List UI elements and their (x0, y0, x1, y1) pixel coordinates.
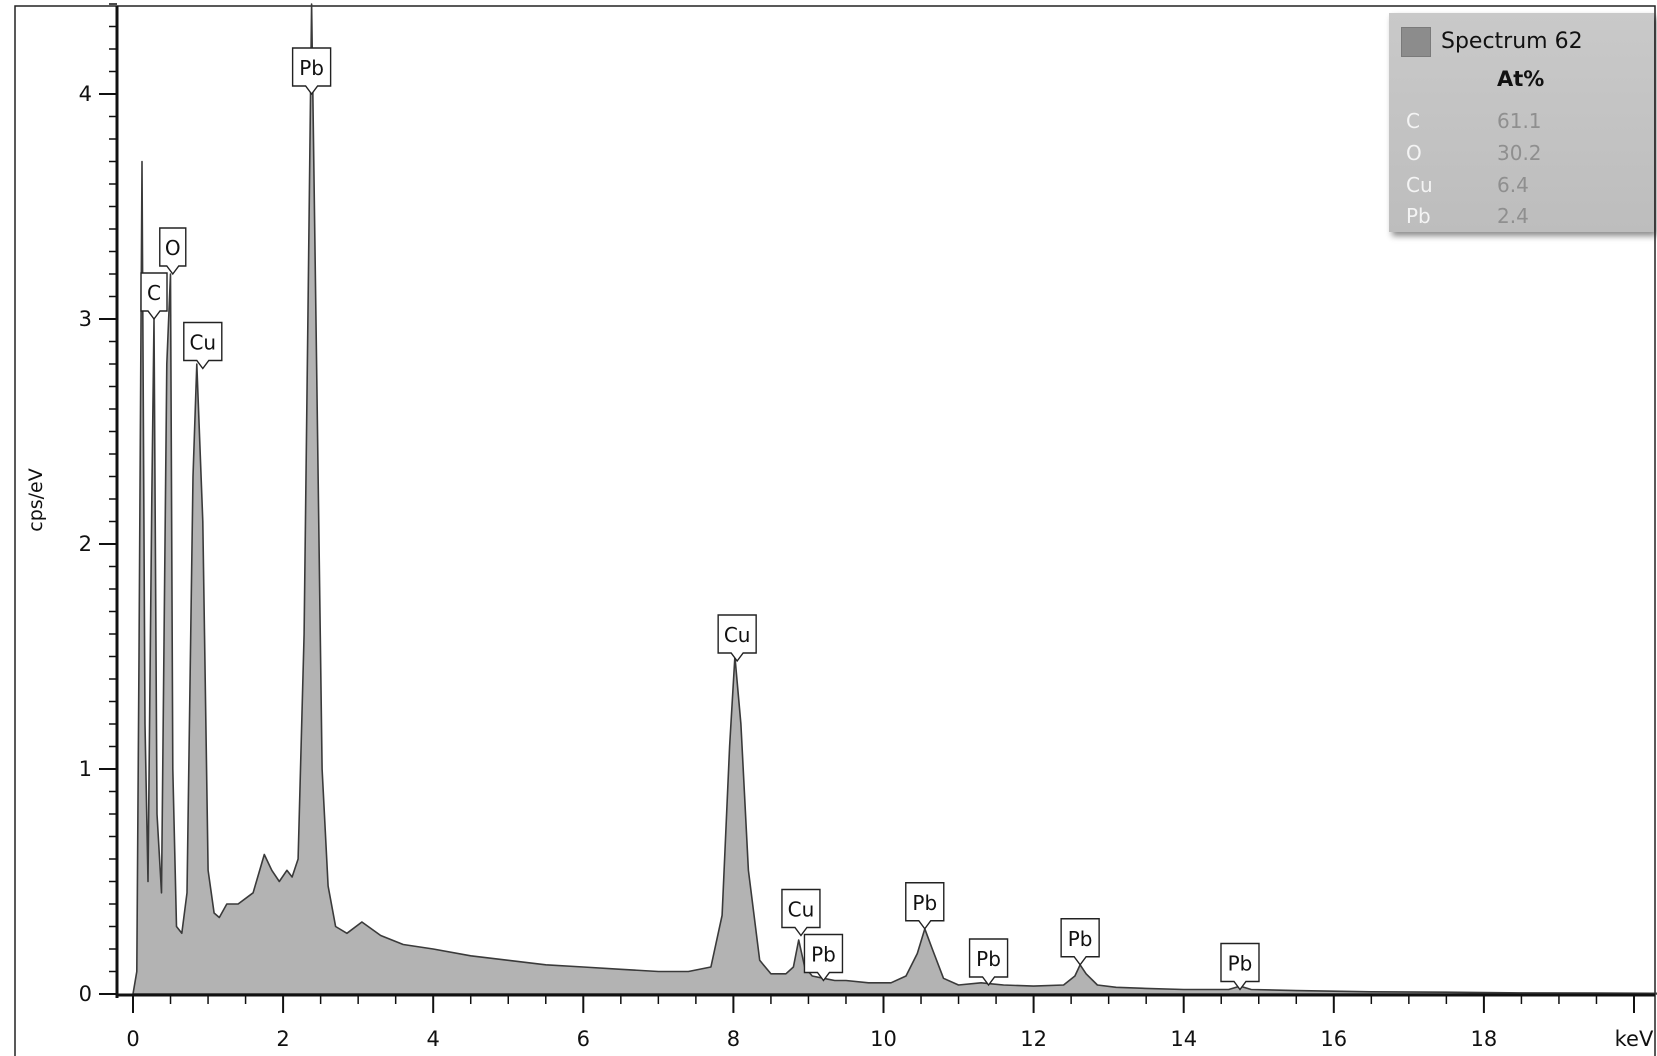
legend-row: Cu 6.4 (1389, 173, 1654, 203)
y-axis-title: cps/eV (25, 468, 47, 532)
peak-label-cu: Cu (183, 321, 223, 370)
legend-row: O 30.2 (1389, 141, 1654, 171)
legend-element: C (1406, 109, 1420, 133)
peak-label-cu: Cu (781, 888, 821, 937)
x-tick-label: 0 (126, 1027, 139, 1051)
peak-label-pb: Pb (803, 933, 844, 982)
x-tick-label: 10 (870, 1027, 897, 1051)
x-tick-label: 6 (577, 1027, 590, 1051)
peak-label-pb: Pb (905, 882, 945, 930)
peak-label-text: Pb (1068, 927, 1093, 951)
x-tick-label: 4 (427, 1027, 440, 1051)
legend-swatch (1401, 27, 1431, 57)
legend-element: Pb (1406, 204, 1431, 228)
peak-label-text: Cu (788, 898, 815, 922)
peak-label-text: Pb (1228, 952, 1253, 976)
x-tick-label: 8 (727, 1027, 740, 1051)
x-tick-label: 2 (276, 1027, 289, 1051)
peak-label-text: Pb (811, 943, 836, 967)
legend-value: 61.1 (1497, 109, 1542, 133)
legend-row: C 61.1 (1389, 109, 1654, 139)
legend-value: 2.4 (1497, 204, 1529, 228)
y-tick-label: 2 (79, 532, 92, 556)
x-tick-label: 18 (1471, 1027, 1498, 1051)
x-tick-label: 16 (1320, 1027, 1347, 1051)
peak-label-text: Pb (976, 947, 1001, 971)
peak-label-text: Pb (299, 56, 324, 80)
peak-label-text: Pb (912, 891, 937, 915)
y-tick-label: 3 (79, 307, 92, 331)
x-tick-label: 12 (1020, 1027, 1047, 1051)
x-tick-label: 14 (1170, 1027, 1197, 1051)
legend-value: 6.4 (1497, 173, 1529, 197)
peak-label-pb: Pb (1220, 942, 1260, 991)
legend-panel[interactable]: Spectrum 62 At% C 61.1 O 30.2 Cu 6.4 Pb … (1389, 13, 1654, 232)
peak-label-pb: Pb (968, 938, 1009, 987)
y-tick-label: 1 (79, 757, 92, 781)
peak-label-pb: Pb (291, 47, 332, 96)
y-tick-label: 0 (79, 982, 92, 1006)
peak-label-text: C (147, 281, 161, 305)
legend-title: Spectrum 62 (1441, 29, 1583, 54)
peak-label-text: O (165, 236, 181, 260)
peak-label-text: Cu (189, 331, 216, 355)
peak-label-o: O (159, 227, 187, 276)
peak-label-pb: Pb (1060, 918, 1100, 966)
legend-row: Pb 2.4 (1389, 204, 1654, 234)
legend-element: O (1406, 141, 1422, 165)
plot-frame (14, 5, 1656, 1056)
legend-element: Cu (1406, 173, 1433, 197)
x-axis-unit-label: keV (1615, 1027, 1654, 1051)
y-tick-label: 4 (79, 82, 92, 106)
peak-label-c: C (140, 272, 168, 321)
peak-label-cu: Cu (717, 614, 757, 663)
legend-value: 30.2 (1497, 141, 1542, 165)
legend-column-header: At% (1497, 67, 1545, 91)
peak-label-text: Cu (724, 623, 751, 647)
